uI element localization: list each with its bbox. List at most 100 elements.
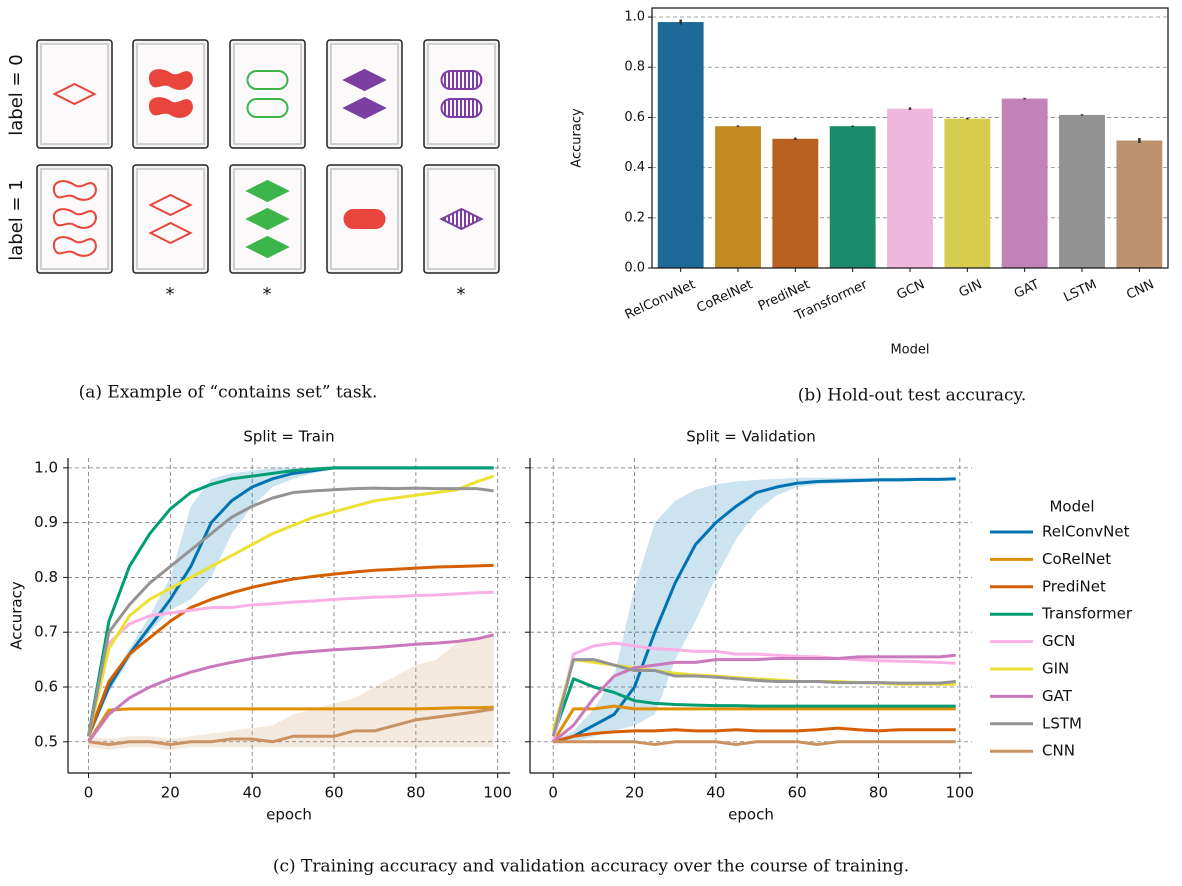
bar xyxy=(715,126,761,268)
oval-shape xyxy=(246,98,289,118)
star: * xyxy=(457,284,466,305)
x-axis-label: Model xyxy=(890,343,929,358)
confidence-band xyxy=(553,477,956,742)
legend-label: PrediNet xyxy=(1042,577,1106,595)
legend-title: Model xyxy=(1049,498,1094,516)
card xyxy=(36,39,113,149)
bar xyxy=(1059,114,1105,268)
y-tick-label: 1.0 xyxy=(624,10,645,25)
x-tick-label: 40 xyxy=(243,784,262,802)
y-tick-label: 0.0 xyxy=(624,261,645,276)
card-inner xyxy=(233,43,302,145)
series-line xyxy=(87,563,494,737)
squiggle-shape xyxy=(148,97,193,118)
x-tick-label: 20 xyxy=(161,784,180,802)
squiggle-shape xyxy=(52,236,97,257)
y-tick-label: 0.6 xyxy=(624,110,645,125)
series-line xyxy=(87,474,495,737)
y-tick-label: 0.5 xyxy=(34,732,58,750)
x-axis-label: epoch xyxy=(266,806,312,824)
caption-c: (c) Training accuracy and validation acc… xyxy=(273,857,909,877)
x-tick-label: 20 xyxy=(625,784,644,802)
x-tick-label: GAT xyxy=(1012,277,1042,302)
series-line xyxy=(551,704,956,743)
bar xyxy=(1001,98,1048,269)
series-line xyxy=(551,641,956,743)
squiggle-shape xyxy=(52,180,97,201)
bar xyxy=(657,22,704,269)
bar xyxy=(887,108,933,269)
legend-label: CoRelNet xyxy=(1042,550,1111,568)
diamond-shape xyxy=(342,68,387,92)
y-tick-label: 0.6 xyxy=(34,677,58,695)
x-tick-label: 60 xyxy=(324,784,343,802)
card xyxy=(229,39,306,149)
card xyxy=(229,164,306,274)
y-tick-label: 0.8 xyxy=(624,60,645,75)
x-tick-label: 0 xyxy=(84,784,94,802)
legend-label: GCN xyxy=(1042,632,1075,650)
y-tick-label: 0.8 xyxy=(34,568,58,586)
card-inner xyxy=(136,43,205,145)
card-inner xyxy=(136,168,205,270)
series-line xyxy=(87,633,494,743)
confidence-band xyxy=(88,632,494,750)
star: * xyxy=(263,284,272,305)
x-tick-label: CoRelNet xyxy=(695,277,756,316)
diamond-shape xyxy=(148,193,193,217)
x-tick-label: RelConvNet xyxy=(623,277,698,323)
series-line xyxy=(553,740,956,747)
y-tick-label: 0.4 xyxy=(624,160,645,175)
card xyxy=(36,164,113,274)
card xyxy=(326,39,403,149)
y-tick-label: 0.9 xyxy=(34,513,58,531)
series-line xyxy=(551,677,956,737)
series-line xyxy=(552,477,956,744)
x-tick-label: 80 xyxy=(406,784,425,802)
bar xyxy=(944,118,991,268)
x-tick-label: 80 xyxy=(869,784,888,802)
chart-title: Split = Validation xyxy=(686,428,815,446)
card xyxy=(132,164,209,274)
star: * xyxy=(166,284,175,305)
diamond-shape xyxy=(245,235,290,259)
bar xyxy=(829,126,876,268)
diamond-shape xyxy=(245,207,290,231)
diamond-shape xyxy=(245,179,290,203)
y-tick-label: 0.7 xyxy=(34,623,58,641)
y-tick-label: 0.2 xyxy=(624,210,645,225)
x-tick-label: 100 xyxy=(945,784,974,802)
card-inner xyxy=(40,43,109,145)
card xyxy=(132,39,209,149)
series-line xyxy=(87,705,494,743)
row-label: label = 0 xyxy=(6,54,27,136)
legend-label: GAT xyxy=(1042,687,1073,705)
y-axis-label: Accuracy xyxy=(8,581,26,650)
x-tick-label: LSTM xyxy=(1061,277,1099,305)
card-inner xyxy=(330,43,399,145)
diamond-shape xyxy=(52,82,97,106)
x-tick-label: GIN xyxy=(957,277,985,301)
series-line xyxy=(86,590,494,737)
squiggle-shape xyxy=(52,208,97,229)
series-line xyxy=(86,466,494,737)
legend-label: RelConvNet xyxy=(1042,523,1130,541)
series-line xyxy=(86,486,494,737)
diamond-shape xyxy=(342,96,387,120)
oval-shape xyxy=(246,70,289,90)
series-line xyxy=(88,707,494,747)
card xyxy=(423,164,500,274)
oval-shape xyxy=(440,70,483,90)
x-tick-label: 40 xyxy=(706,784,725,802)
chart-title: Split = Train xyxy=(243,428,334,446)
row-label: label = 1 xyxy=(6,179,27,261)
card-inner xyxy=(427,43,496,145)
legend-label: Transformer xyxy=(1041,605,1133,623)
legend-label: GIN xyxy=(1042,660,1069,678)
card xyxy=(326,164,403,274)
oval-shape xyxy=(343,209,386,229)
x-tick-label: CNN xyxy=(1124,277,1156,303)
axes-frame xyxy=(651,7,1169,269)
